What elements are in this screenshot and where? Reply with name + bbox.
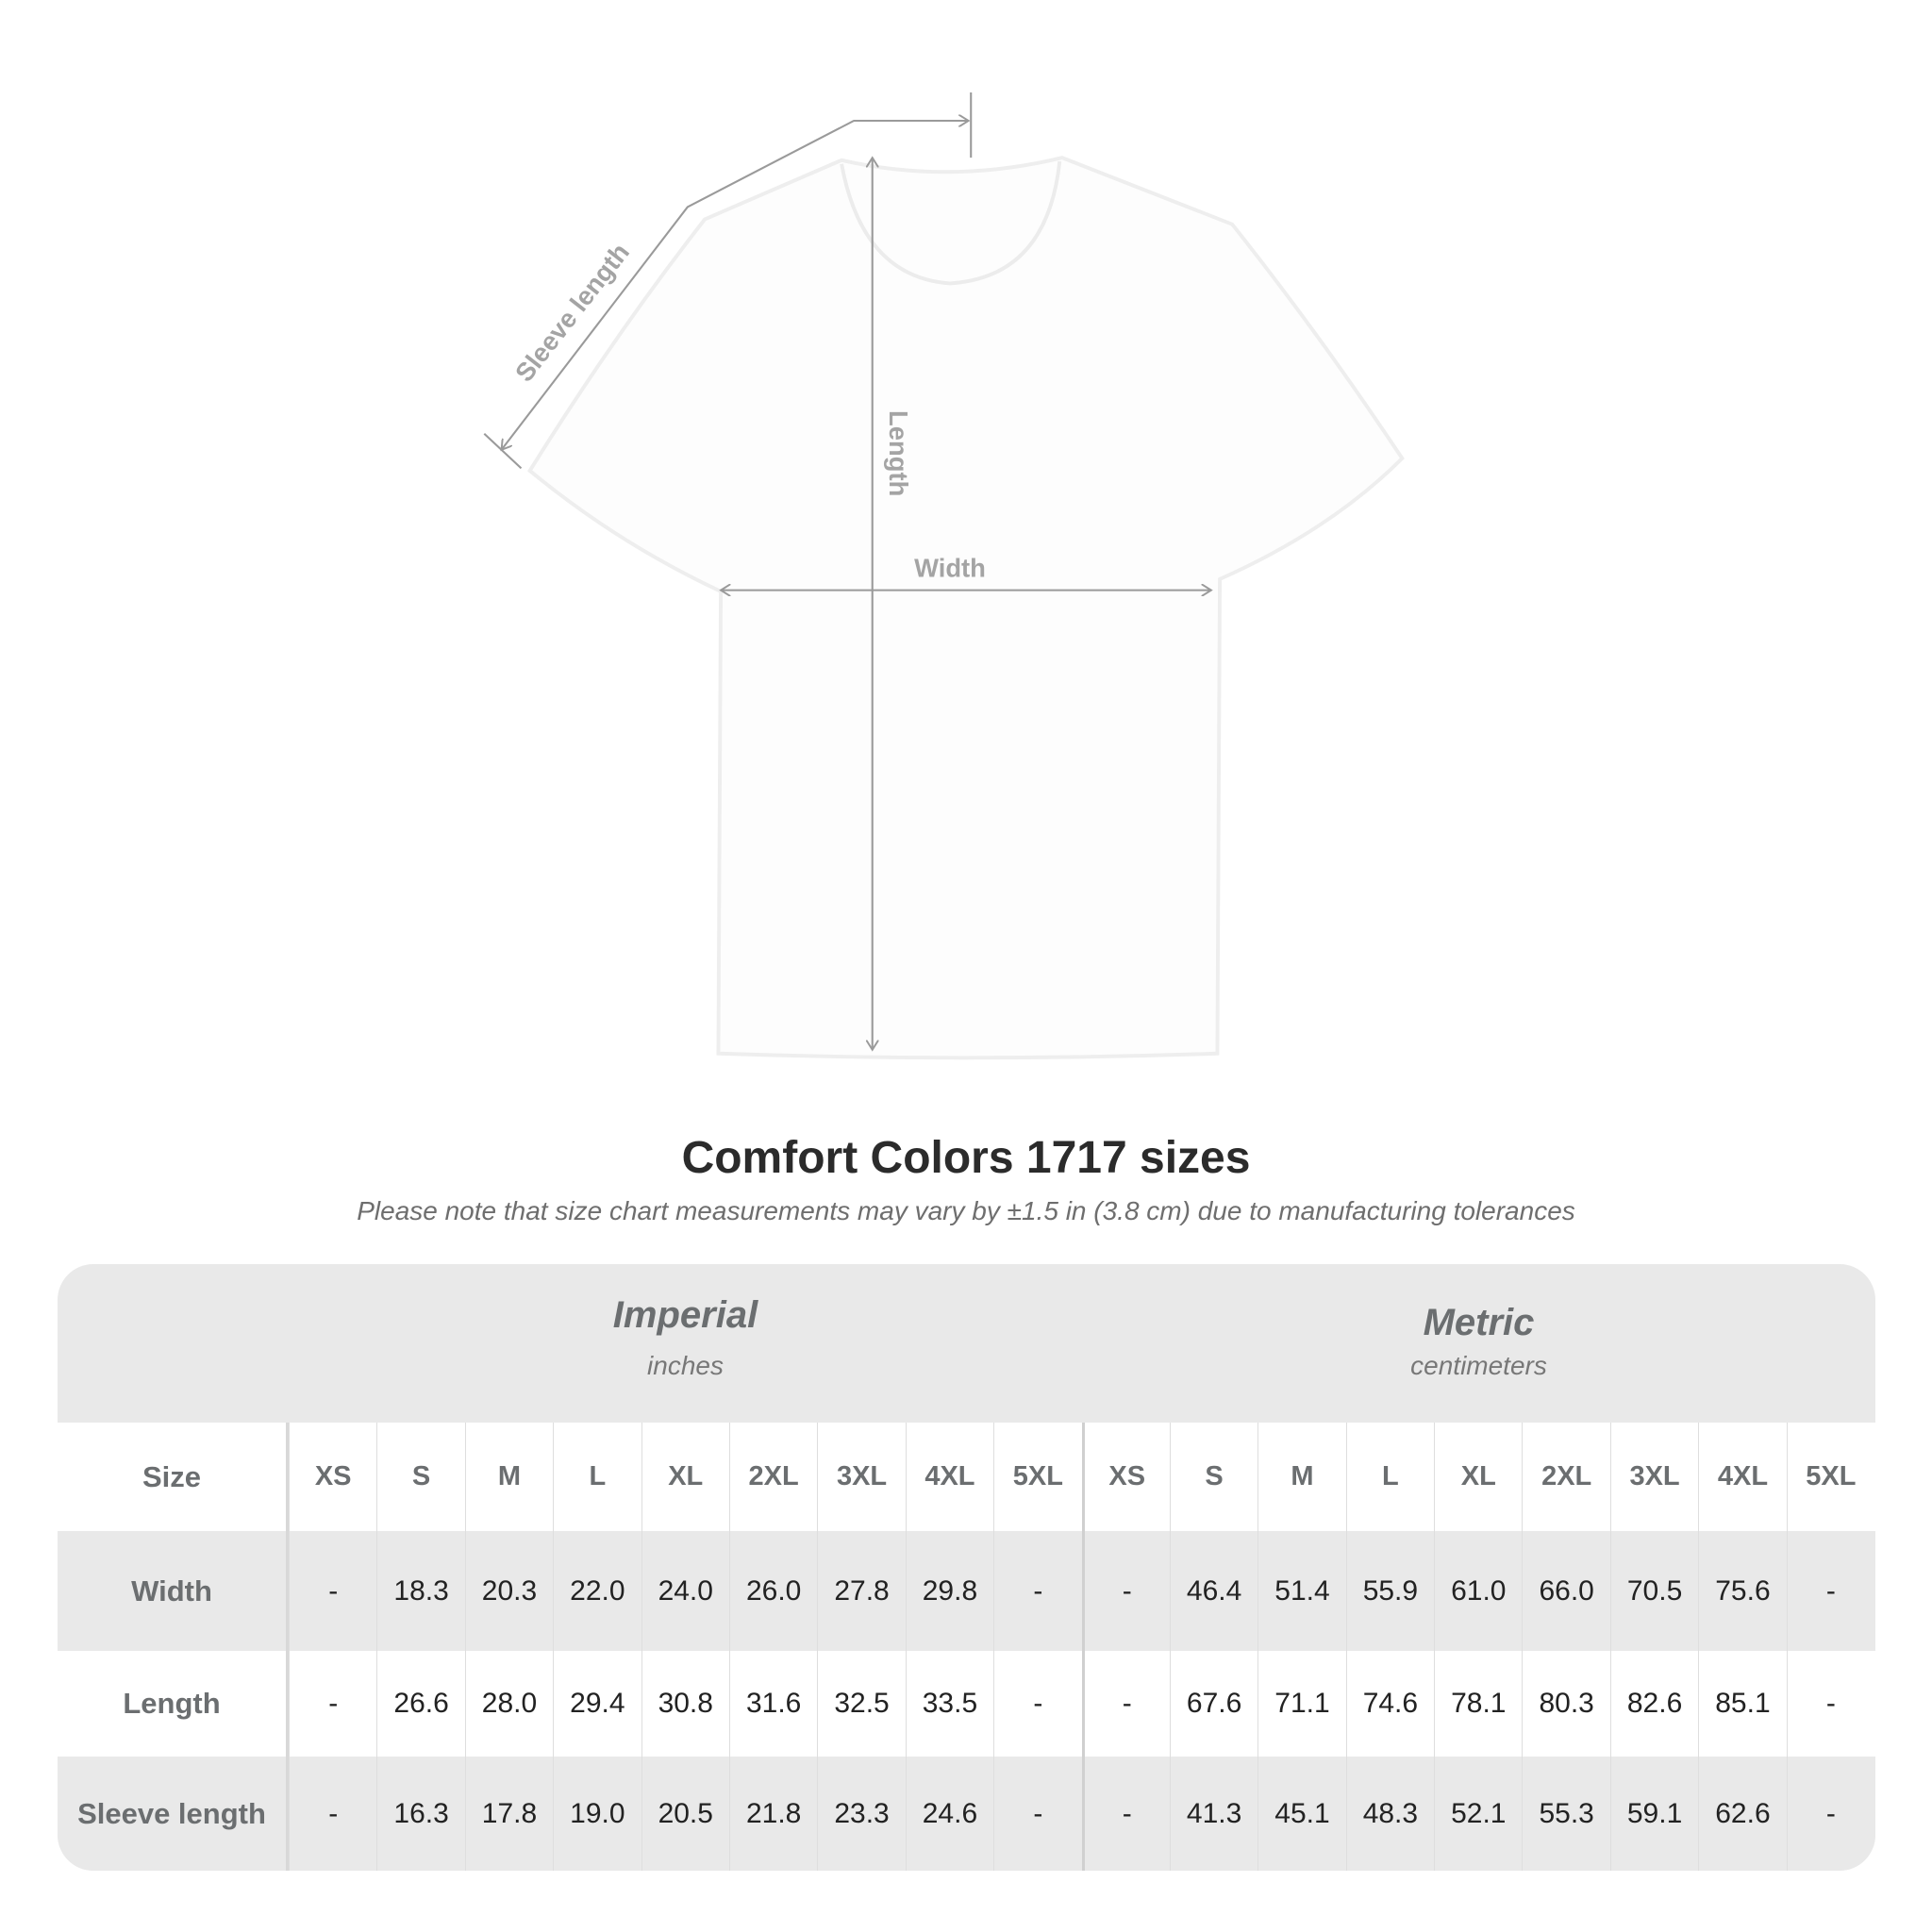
imperial-size-4xl: 4XL [905, 1423, 993, 1531]
metric-value-cell: - [1786, 1651, 1874, 1757]
metric-value-cell: 80.3 [1522, 1651, 1609, 1757]
imperial-value-cell: 27.8 [817, 1531, 905, 1651]
metric-value-cell: 70.5 [1609, 1531, 1698, 1651]
metric-value-cell: - [1081, 1531, 1170, 1651]
metric-size-2xl: 2XL [1522, 1423, 1609, 1531]
imperial-value-cell: 16.3 [376, 1757, 464, 1871]
imperial-value-cell: 21.8 [728, 1757, 817, 1871]
metric-value-cell: 78.1 [1434, 1651, 1522, 1757]
metric-size-s: S [1169, 1423, 1257, 1531]
imperial-value-cell: 23.3 [817, 1757, 905, 1871]
table-row: Length -26.6 28.0 29.4 30.8 31.6 32.5 33.5- -67.… [58, 1651, 1875, 1757]
imperial-value-cell: 24.0 [641, 1531, 729, 1651]
imperial-value-cell: - [993, 1757, 1081, 1871]
imperial-value-cell: 20.5 [641, 1757, 729, 1871]
metric-size-4xl: 4XL [1698, 1423, 1786, 1531]
imperial-value-cell: 22.0 [553, 1531, 641, 1651]
metric-value-cell: 52.1 [1434, 1757, 1522, 1871]
tolerance-note: Please note that size chart measurements… [357, 1196, 1575, 1225]
sleeve-tick [483, 432, 523, 470]
imperial-size-xl: XL [641, 1423, 729, 1531]
imperial-value-cell: 24.6 [905, 1757, 993, 1871]
metric-value-cell: 41.3 [1169, 1757, 1257, 1871]
metric-value-cell: - [1081, 1757, 1170, 1871]
metric-value-cell: 45.1 [1257, 1757, 1345, 1871]
imperial-size-2xl: 2XL [728, 1423, 817, 1531]
metric-header: Metric centimeters [1082, 1264, 1875, 1423]
table-row: Width -18.3 20.3 22.0 24.0 26.0 27.8 29.8- -46.4… [58, 1531, 1875, 1651]
metric-value-cell: 62.6 [1698, 1757, 1786, 1871]
imperial-label: Imperial [612, 1294, 758, 1336]
imperial-value-cell: 30.8 [641, 1651, 729, 1757]
imperial-value-cell: 19.0 [553, 1757, 641, 1871]
width-label: Width [914, 553, 986, 582]
metric-size-xl: XL [1434, 1423, 1522, 1531]
metric-value-cell: 67.6 [1169, 1651, 1257, 1757]
row-label: Width [58, 1531, 289, 1651]
sleeve-length-line [502, 121, 969, 450]
imperial-value-cell: 18.3 [376, 1531, 464, 1651]
imperial-value-cell: - [993, 1531, 1081, 1651]
imperial-size-s: S [376, 1423, 464, 1531]
imperial-value-cell: - [289, 1757, 376, 1871]
metric-value-cell: 74.6 [1345, 1651, 1434, 1757]
imperial-value-cell: 17.8 [464, 1757, 553, 1871]
length-label: Length [884, 410, 913, 496]
imperial-value-cell: - [993, 1651, 1081, 1757]
imperial-value-cell: 29.8 [905, 1531, 993, 1651]
metric-value-cell: - [1081, 1651, 1170, 1757]
tshirt-shape [527, 156, 1405, 1060]
metric-value-cell: 61.0 [1434, 1531, 1522, 1651]
imperial-unit: inches [647, 1351, 724, 1380]
metric-value-cell: 55.3 [1522, 1757, 1609, 1871]
metric-size-m: M [1257, 1423, 1345, 1531]
row-label: Sleeve length [58, 1757, 289, 1871]
imperial-value-cell: 33.5 [905, 1651, 993, 1757]
size-column-header: Size [58, 1423, 289, 1531]
metric-value-cell: - [1786, 1757, 1874, 1871]
imperial-size-m: M [464, 1423, 553, 1531]
imperial-value-cell: - [289, 1531, 376, 1651]
metric-value-cell: 51.4 [1257, 1531, 1345, 1651]
imperial-value-cell: 28.0 [464, 1651, 553, 1757]
metric-value-cell: 46.4 [1169, 1531, 1257, 1651]
imperial-header: Imperial inches [289, 1264, 1082, 1423]
imperial-value-cell: 20.3 [464, 1531, 553, 1651]
metric-value-cell: 48.3 [1345, 1757, 1434, 1871]
size-table: Imperial inches Metric centimeters Size X… [58, 1264, 1875, 1871]
metric-size-xs: XS [1081, 1423, 1170, 1531]
metric-value-cell: 85.1 [1698, 1651, 1786, 1757]
imperial-value-cell: 31.6 [728, 1651, 817, 1757]
imperial-value-cell: 32.5 [817, 1651, 905, 1757]
imperial-value-cell: 29.4 [553, 1651, 641, 1757]
metric-size-l: L [1345, 1423, 1434, 1531]
metric-size-3xl: 3XL [1609, 1423, 1698, 1531]
metric-value-cell: 71.1 [1257, 1651, 1345, 1757]
imperial-size-xs: XS [289, 1423, 376, 1531]
metric-value-cell: 59.1 [1609, 1757, 1698, 1871]
imperial-value-cell: 26.0 [728, 1531, 817, 1651]
imperial-size-5xl: 5XL [993, 1423, 1081, 1531]
metric-value-cell: 66.0 [1522, 1531, 1609, 1651]
metric-value-cell: 55.9 [1345, 1531, 1434, 1651]
imperial-size-l: L [553, 1423, 641, 1531]
metric-label: Metric [1423, 1302, 1535, 1343]
metric-size-5xl: 5XL [1786, 1423, 1874, 1531]
page-title: Comfort Colors 1717 sizes [681, 1133, 1251, 1183]
imperial-size-3xl: 3XL [817, 1423, 905, 1531]
imperial-value-cell: 26.6 [376, 1651, 464, 1757]
row-label: Length [58, 1651, 289, 1757]
metric-value-cell: 75.6 [1698, 1531, 1786, 1651]
metric-unit: centimeters [1410, 1351, 1547, 1380]
metric-value-cell: 82.6 [1609, 1651, 1698, 1757]
imperial-value-cell: - [289, 1651, 376, 1757]
table-row: Sleeve length -16.3 17.8 19.0 20.5 21.8 23.3 24… [58, 1757, 1875, 1871]
size-header-row: Size XS S M L XL 2XL 3XL 4XL 5XL XS S M L XL 2XL 3XL 4XL 5… [58, 1423, 1875, 1531]
metric-value-cell: - [1786, 1531, 1874, 1651]
